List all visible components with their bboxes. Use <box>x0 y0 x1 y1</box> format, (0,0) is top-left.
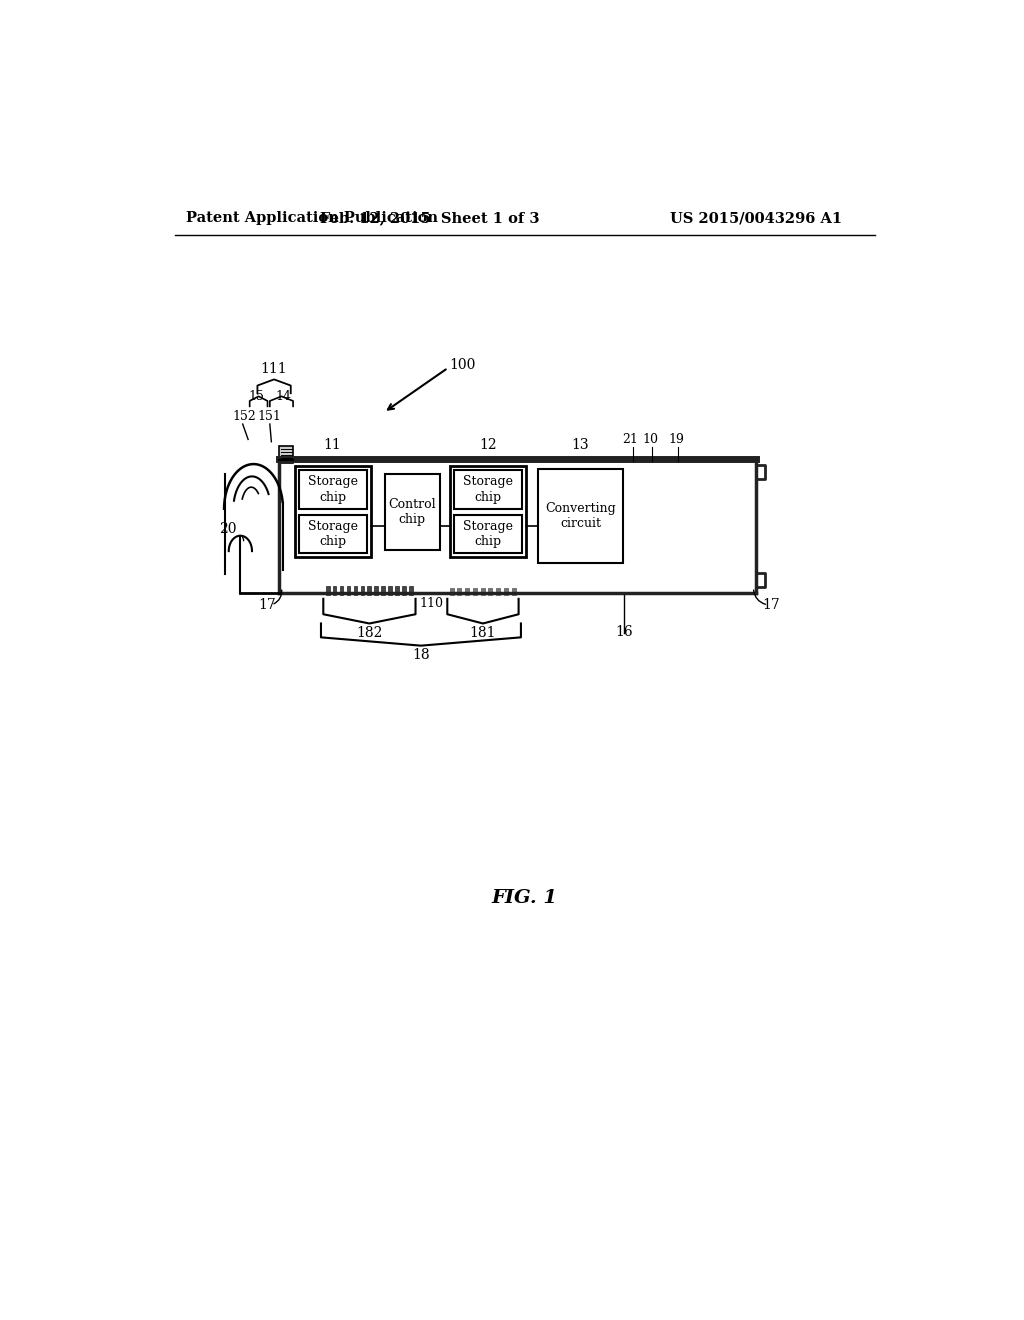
Bar <box>280 446 293 462</box>
Bar <box>512 589 515 595</box>
Text: 11: 11 <box>324 438 341 451</box>
Text: 111: 111 <box>261 362 288 376</box>
Text: Patent Application Publication: Patent Application Publication <box>186 211 438 226</box>
Bar <box>455 515 522 553</box>
Text: US 2015/0043296 A1: US 2015/0043296 A1 <box>671 211 843 226</box>
Bar <box>295 466 371 557</box>
Text: Storage
chip: Storage chip <box>307 475 357 503</box>
Text: Control
chip: Control chip <box>389 498 436 525</box>
Text: 21: 21 <box>623 433 638 446</box>
Bar <box>465 589 469 595</box>
Text: 181: 181 <box>470 626 497 640</box>
Bar <box>450 589 454 595</box>
Bar <box>375 586 378 595</box>
Bar <box>388 586 392 595</box>
Text: 152: 152 <box>232 411 256 424</box>
Text: 10: 10 <box>642 433 658 446</box>
Bar <box>538 469 624 564</box>
Text: 13: 13 <box>571 438 590 451</box>
Text: 17: 17 <box>259 598 276 612</box>
Text: 16: 16 <box>615 624 633 639</box>
Bar <box>381 586 385 595</box>
Bar <box>299 470 367 508</box>
Bar <box>360 586 365 595</box>
Bar <box>326 586 330 595</box>
Text: Storage
chip: Storage chip <box>464 475 513 503</box>
Text: 19: 19 <box>669 433 685 446</box>
Text: Feb. 12, 2015  Sheet 1 of 3: Feb. 12, 2015 Sheet 1 of 3 <box>321 211 540 226</box>
Bar <box>340 586 343 595</box>
Bar <box>299 515 367 553</box>
Bar <box>488 589 493 595</box>
Bar <box>419 591 447 598</box>
Bar <box>368 586 372 595</box>
Bar <box>473 589 477 595</box>
Text: 18: 18 <box>412 648 430 661</box>
Bar <box>346 586 350 595</box>
Text: 182: 182 <box>356 626 383 640</box>
Text: 110: 110 <box>420 598 443 610</box>
Text: 17: 17 <box>763 598 780 612</box>
Bar <box>458 589 461 595</box>
Bar <box>496 589 500 595</box>
Bar <box>480 589 484 595</box>
Bar <box>333 586 337 595</box>
Text: 100: 100 <box>450 358 476 372</box>
Text: Converting
circuit: Converting circuit <box>545 502 616 531</box>
Text: Storage
chip: Storage chip <box>307 520 357 548</box>
Bar <box>395 586 399 595</box>
Bar <box>455 470 522 508</box>
Bar <box>385 474 440 549</box>
Text: 12: 12 <box>479 438 498 451</box>
Bar <box>410 586 414 595</box>
Bar <box>504 589 508 595</box>
Text: 14: 14 <box>275 391 291 403</box>
Text: 151: 151 <box>258 411 282 424</box>
Bar <box>353 586 357 595</box>
Text: 15: 15 <box>248 391 264 403</box>
Bar <box>451 466 526 557</box>
Bar <box>402 586 407 595</box>
Text: FIG. 1: FIG. 1 <box>492 888 558 907</box>
Text: 20: 20 <box>219 523 237 536</box>
Text: Storage
chip: Storage chip <box>464 520 513 548</box>
